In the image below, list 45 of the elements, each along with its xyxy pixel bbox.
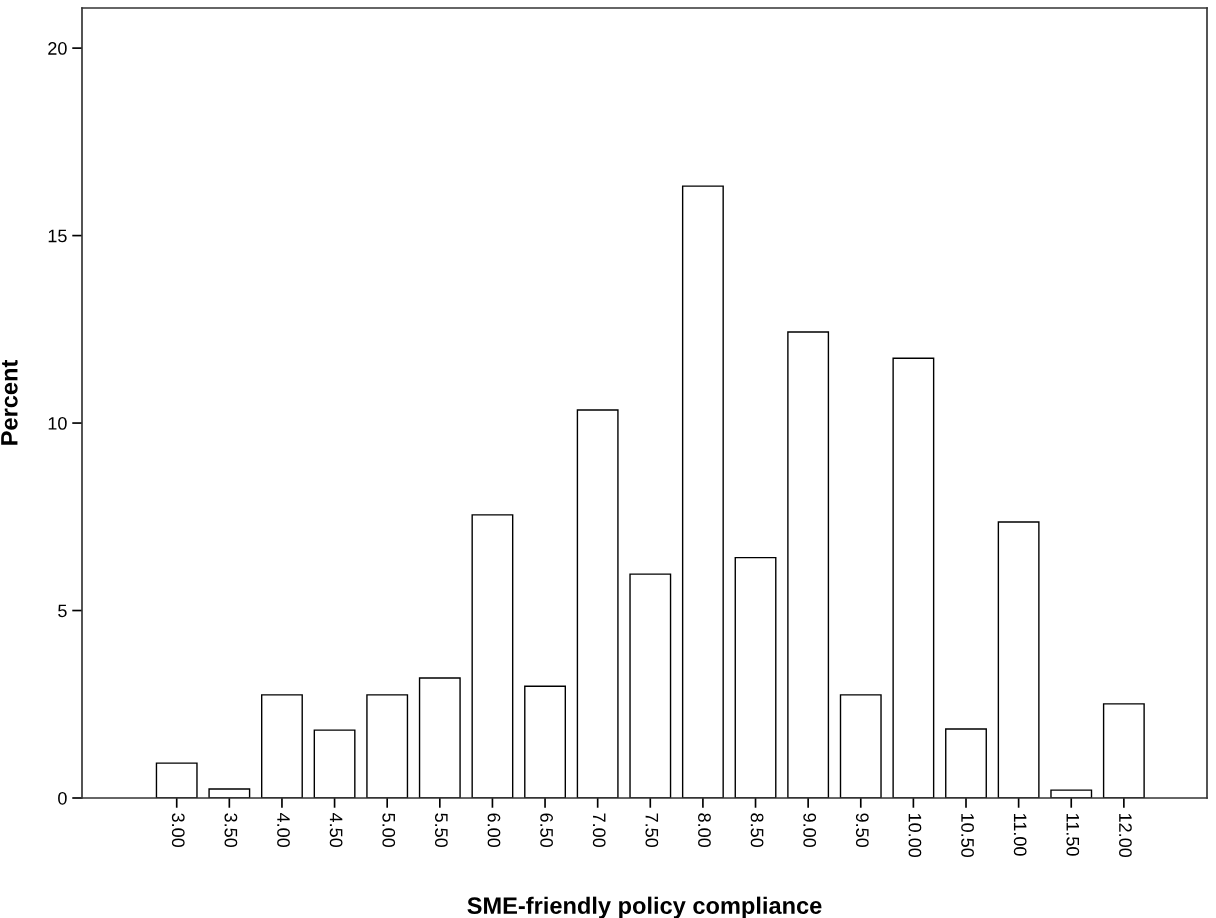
bar [945,728,987,798]
x-tick-label: 3.50 [224,813,238,848]
x-tick-label: 6.00 [487,813,501,848]
x-tick-label: 10.50 [961,813,974,858]
x-tick-label: 10.00 [908,813,922,858]
bar [418,677,461,798]
x-tick-label: 3.00 [171,813,185,848]
bar [839,694,882,798]
bar [1102,703,1145,798]
x-tick-label: 6.50 [540,813,553,848]
x-tick-label: 5.00 [382,813,396,848]
x-tick-label: 7.50 [645,813,659,848]
y-tick-label: 0 [58,791,67,805]
bar [576,409,619,798]
x-tick-label: 8.00 [698,813,711,848]
x-tick-label: 5.50 [434,813,448,848]
bar [313,729,356,798]
bar [471,514,514,798]
x-tick-label: 12.00 [1119,813,1132,858]
bar [629,573,672,798]
bar [997,521,1040,798]
bar [260,694,303,798]
bar [787,331,830,798]
y-tick-label: 5 [58,604,67,618]
bar [892,357,935,798]
y-tick-label: 20 [48,42,67,55]
x-tick-label: 9.00 [803,813,817,848]
bar [681,185,724,798]
bar [524,685,567,798]
y-tick-label: 15 [48,229,67,243]
y-tick-label: 10 [48,416,67,430]
bar [208,788,251,798]
bar [366,694,409,798]
bar [155,762,198,798]
x-tick-label: 7.00 [592,813,606,848]
bar [734,556,777,798]
x-tick-label: 4.50 [329,813,343,848]
x-tick-label: 9.50 [855,813,869,848]
x-tick-label: 8.50 [750,813,764,848]
x-axis-title: SME-friendly policy compliance [467,896,822,918]
x-tick-label: 11.00 [1013,813,1027,856]
x-tick-label: 11.50 [1066,813,1080,856]
x-tick-label: 4.00 [277,813,290,848]
y-axis-title: Percent [1,359,18,445]
bar [1050,789,1093,798]
